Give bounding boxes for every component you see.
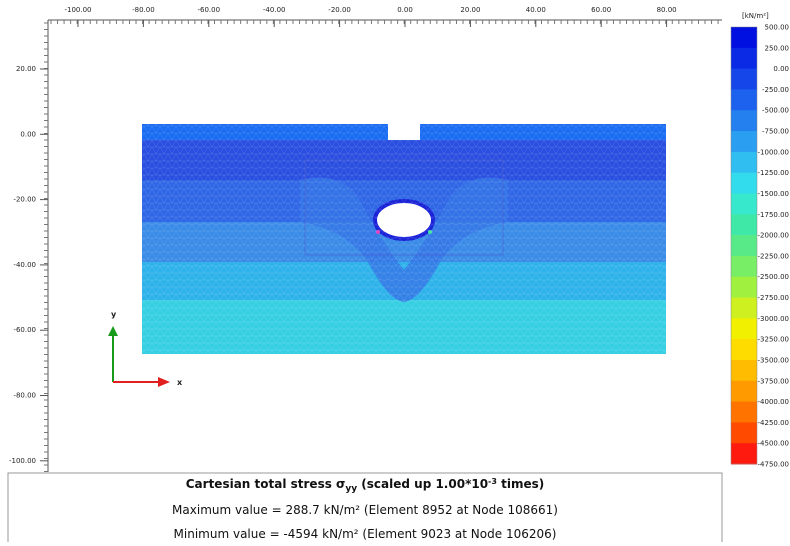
legend-swatch (731, 235, 757, 257)
x-arrowhead (158, 377, 170, 387)
caption-box (7, 472, 723, 546)
model (142, 124, 666, 354)
legend-swatch (731, 297, 757, 319)
legend-label: -250.00 (762, 86, 789, 94)
x-tick-label: 40.00 (526, 6, 546, 14)
legend-swatch (731, 172, 757, 194)
legend-label: -4250.00 (758, 419, 789, 427)
x-tick-label: 60.00 (591, 6, 611, 14)
legend-label: -1750.00 (758, 211, 789, 219)
x-tick-label: -60.00 (198, 6, 221, 14)
legend-label: -4500.00 (758, 440, 789, 448)
y-tick-label: -20.00 (13, 196, 36, 204)
title-text: Cartesian total stress σ (186, 477, 346, 491)
legend-label: 500.00 (765, 24, 790, 32)
legend-swatch (731, 193, 757, 215)
legend-label: -3500.00 (758, 356, 789, 364)
legend-swatch (731, 47, 757, 70)
legend-swatch (731, 110, 757, 132)
x-tick-label: -100.00 (64, 6, 91, 14)
x-tick-label: 80.00 (657, 6, 677, 14)
legend-label: -4000.00 (758, 398, 789, 406)
y-label: y (111, 310, 117, 319)
legend-swatch (731, 68, 757, 90)
legend-label: -500.00 (762, 107, 789, 115)
legend-label: -4750.00 (758, 461, 789, 469)
y-tick-label: 0.00 (20, 130, 36, 138)
legend-frame (730, 26, 758, 465)
legend-label: -3750.00 (758, 377, 789, 385)
legend-label: 250.00 (765, 44, 790, 52)
legend-swatch (731, 380, 757, 403)
legend-label: -1250.00 (758, 169, 789, 177)
x-tick-label: -20.00 (328, 6, 351, 14)
y-arrowhead (108, 326, 118, 336)
legend-swatch (731, 255, 757, 278)
title-text: (scaled up 1.00*10 (357, 477, 488, 491)
min-value: Minimum value = -4594 kN/m² (Element 902… (174, 527, 557, 541)
y-tick-label: -80.00 (13, 392, 36, 400)
legend-swatch (731, 27, 757, 49)
legend-label: -2750.00 (758, 294, 789, 302)
x-tick-label: 0.00 (397, 6, 413, 14)
legend-swatch (731, 443, 757, 465)
x-tick-label: -80.00 (132, 6, 155, 14)
legend-swatch (731, 151, 757, 174)
legend-label: -2500.00 (758, 273, 789, 281)
legend-label: -3250.00 (758, 336, 789, 344)
legend-swatch (731, 276, 757, 299)
legend-label: -3000.00 (758, 315, 789, 323)
x-tick-label: -40.00 (263, 6, 286, 14)
x-tick-label: 20.00 (460, 6, 480, 14)
max-value: Maximum value = 288.7 kN/m² (Element 895… (172, 503, 558, 517)
legend-swatch (731, 339, 757, 361)
legend-label: 0.00 (773, 65, 789, 73)
legend-unit: [kN/m²] (742, 12, 769, 20)
y-tick-label: -100.00 (9, 457, 36, 465)
legend-label: -750.00 (762, 128, 789, 136)
legend: 500.00 250.00 0.00 -250.00 -500.00 -750.00 -10… (730, 24, 790, 469)
title-text: times) (497, 477, 544, 491)
legend-swatch (731, 131, 757, 153)
y-tick-label: -40.00 (13, 261, 36, 269)
title-superscript: -3 (488, 477, 497, 486)
legend-label: -1000.00 (758, 148, 789, 156)
legend-swatch (731, 401, 757, 423)
legend-label: -1500.00 (758, 190, 789, 198)
x-label: x (177, 378, 183, 387)
title-subscript: yy (345, 484, 357, 494)
legend-swatch (731, 422, 757, 444)
mesh (142, 124, 666, 354)
legend-swatch (731, 89, 757, 111)
legend-swatch (731, 359, 757, 382)
legend-swatch (731, 318, 757, 340)
legend-label: -2250.00 (758, 252, 789, 260)
legend-swatch (731, 214, 757, 236)
y-tick-label: -60.00 (13, 326, 36, 334)
tick-marks (40, 20, 719, 472)
legend-label: -2000.00 (758, 232, 789, 240)
caption-title: Cartesian total stress σyy (scaled up 1.… (186, 477, 544, 494)
y-tick-label: 20.00 (16, 65, 36, 73)
